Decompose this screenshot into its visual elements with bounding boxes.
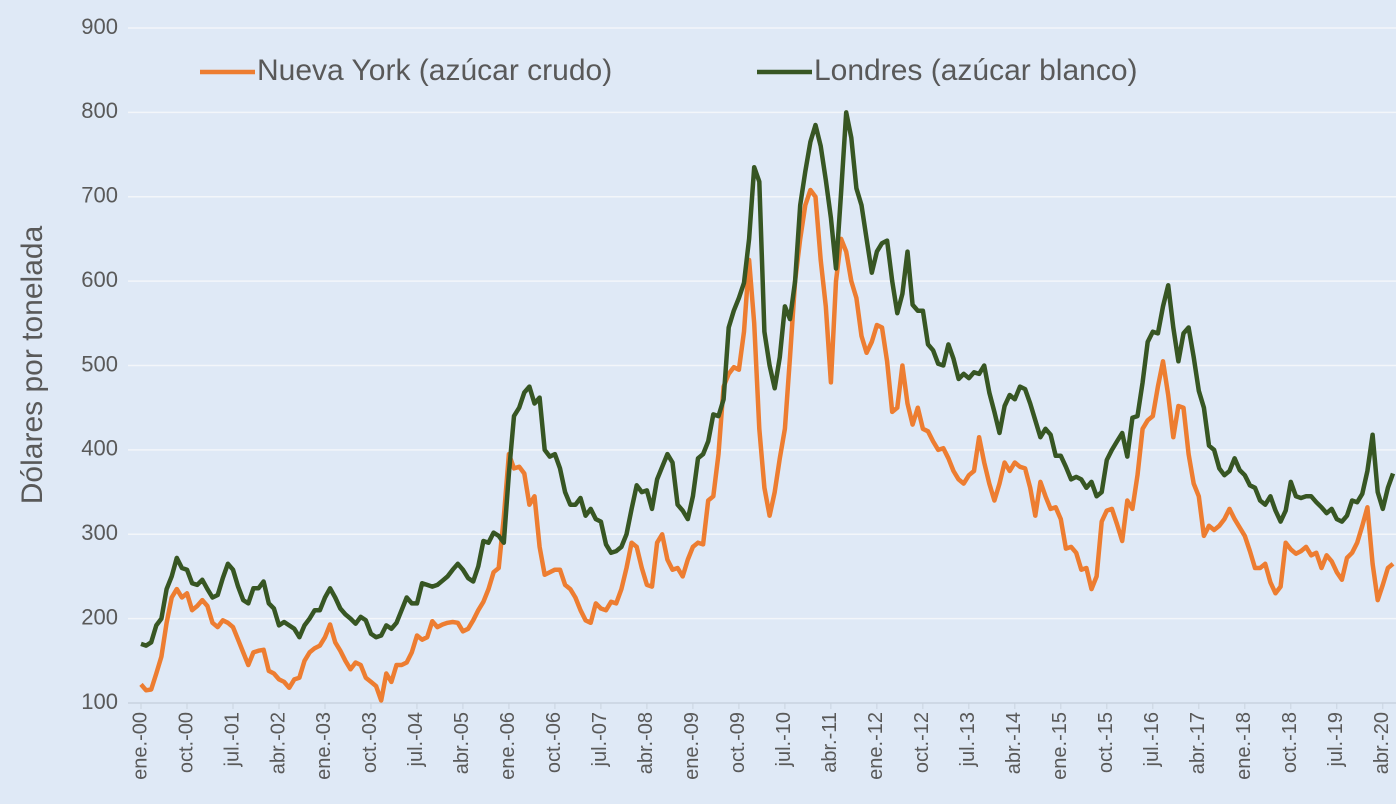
y-tick-label: 500 xyxy=(81,351,118,376)
x-tick-label: abr.-17 xyxy=(1187,712,1209,774)
x-tick-label: oct.-18 xyxy=(1279,712,1301,773)
x-tick-label: oct.-03 xyxy=(359,712,381,773)
x-tick-label: oct.-15 xyxy=(1095,712,1117,773)
x-tick-label: abr.-14 xyxy=(1003,712,1025,774)
x-tick-label: ene.-15 xyxy=(1049,712,1071,780)
x-tick-label: oct.-12 xyxy=(911,712,933,773)
y-tick-label: 600 xyxy=(81,267,118,292)
x-tick-label: ene.-06 xyxy=(497,712,519,780)
x-tick-label: ene.-03 xyxy=(313,712,335,780)
x-tick-label: jul.-07 xyxy=(589,712,611,767)
series-line xyxy=(140,110,1396,648)
x-tick-label: abr.-02 xyxy=(267,712,289,774)
y-tick-label: 100 xyxy=(81,689,118,714)
x-tick-label: oct.-09 xyxy=(727,712,749,773)
x-tick-label: jul.-10 xyxy=(773,712,795,767)
series-line xyxy=(139,187,1395,703)
x-tick-label: oct.-00 xyxy=(175,712,197,773)
legend-label: Londres (azúcar blanco) xyxy=(814,54,1138,87)
x-tick-label: jul.-01 xyxy=(221,712,243,767)
x-tick-label: abr.-05 xyxy=(451,712,473,774)
x-tick-label: oct.-06 xyxy=(543,712,565,773)
y-tick-label: 200 xyxy=(81,604,118,629)
x-tick-label: jul.-04 xyxy=(405,712,427,767)
y-tick-label: 400 xyxy=(81,436,118,461)
y-axis-title: Dólares por tonelada xyxy=(16,225,49,504)
x-tick-label: abr.-20 xyxy=(1371,712,1393,774)
x-tick-label: ene.-00 xyxy=(129,712,151,780)
x-tick-label: ene.-09 xyxy=(681,712,703,780)
x-tick-label: abr.-11 xyxy=(819,712,841,773)
x-tick-label: jul.-13 xyxy=(957,712,979,767)
x-tick-label: abr.-08 xyxy=(635,712,657,774)
y-tick-label: 900 xyxy=(81,14,118,39)
x-tick-label: ene.-12 xyxy=(865,712,887,780)
x-tick-label: jul.-16 xyxy=(1141,712,1163,767)
x-tick-label: jul.-19 xyxy=(1325,712,1347,767)
x-tick-label: ene.-18 xyxy=(1233,712,1255,780)
y-tick-label: 300 xyxy=(81,520,118,545)
y-tick-label: 800 xyxy=(81,98,118,123)
legend-label: Nueva York (azúcar crudo) xyxy=(257,54,612,87)
y-tick-label: 700 xyxy=(81,183,118,208)
